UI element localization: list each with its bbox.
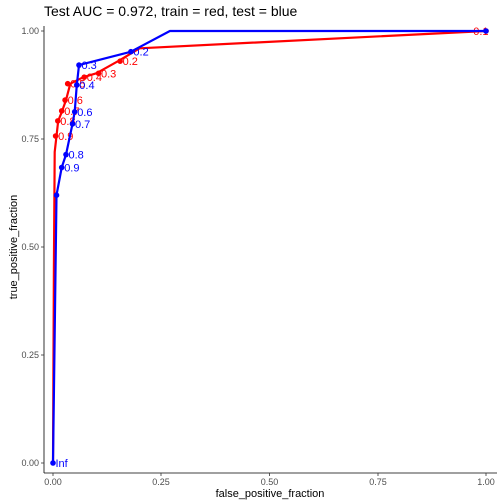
point-0-7 (117, 58, 123, 64)
point-1-5 (71, 109, 78, 115)
x-tick-label-0: 0.00 (44, 477, 62, 487)
point-0-3 (62, 97, 68, 103)
x-tick-label-1: 0.25 (152, 477, 170, 487)
point-1-6 (74, 82, 80, 88)
x-axis-title: false_positive_fraction (216, 488, 325, 500)
point-0-1 (55, 118, 61, 124)
point-0-5 (81, 74, 87, 80)
y-tick-label-3: 0.75 (21, 134, 39, 144)
cutoff-label-0-6: 0.3 (101, 68, 116, 80)
series-0: 0.90.80.70.60.50.40.30.20.1 (51, 26, 489, 464)
y-tick-label-1: 0.25 (21, 350, 39, 360)
plot-area: 0.90.80.70.60.50.40.30.20.1Inf0.90.80.70… (50, 26, 489, 470)
point-1-8 (128, 48, 134, 55)
point-0-2 (58, 108, 65, 114)
point-0-6 (95, 70, 102, 77)
cutoff-label-1-5: 0.6 (77, 107, 92, 119)
x-axis-ticks: 0.00 0.25 0.50 0.75 1.00 (44, 473, 495, 487)
cutoff-label-1-3: 0.8 (69, 150, 84, 162)
point-1-7 (76, 62, 82, 68)
cutoff-label-1-4: 0.7 (75, 119, 90, 131)
point-1-4 (69, 121, 76, 127)
x-tick-label-2: 0.50 (261, 477, 279, 487)
point-1-1 (53, 192, 60, 198)
series-1: Inf 0.90.8 0.70.6 0.4 0.3 0.2 (50, 28, 489, 470)
cutoff-label-1-0: Inf (56, 458, 69, 470)
cutoff-label-0-7: 0.2 (123, 56, 138, 68)
x-tick-label-4: 1.00 (477, 477, 495, 487)
chart-title: Test AUC = 0.972, train = red, test = bl… (44, 3, 298, 19)
point-1-9 (483, 28, 489, 34)
y-tick-label-4: 1.00 (21, 26, 39, 36)
x-tick-label-3: 0.75 (369, 477, 387, 487)
y-tick-label-2: 0.50 (21, 242, 39, 252)
cutoff-label-1-8: 0.2 (133, 47, 148, 59)
cutoff-label-1-2: 0.9 (64, 163, 79, 175)
y-axis-title: true_positive_fraction (8, 195, 20, 300)
point-1-2 (58, 164, 65, 171)
point-1-3 (63, 151, 69, 158)
y-axis-ticks: 0.00 0.25 0.50 0.75 1.00 (21, 26, 44, 468)
point-1-0 (50, 460, 56, 466)
series-line-1 (51, 29, 486, 464)
y-tick-label-0: 0.00 (21, 458, 39, 468)
cutoff-label-1-7: 0.3 (82, 60, 97, 72)
series-line-0 (51, 29, 487, 464)
point-0-0 (52, 133, 59, 139)
cutoff-label-1-6: 0.4 (79, 80, 94, 92)
point-0-4 (64, 80, 71, 87)
